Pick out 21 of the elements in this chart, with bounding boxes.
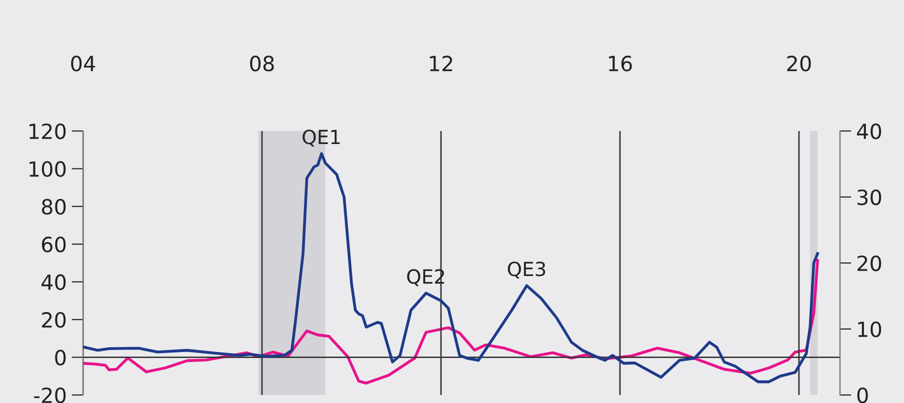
y-tick-label: 60 <box>42 236 66 252</box>
y-tick-label: 100 <box>30 161 66 177</box>
y2-tick-label: 40 <box>856 123 882 140</box>
x-tick-label: 20 <box>787 56 811 72</box>
annotation: QE1 <box>302 130 340 147</box>
y-tick-label: 80 <box>42 198 66 215</box>
y2-tick-label: 10 <box>858 321 882 338</box>
y2-tick-label: 0 <box>857 387 868 403</box>
x-tick-label: 12 <box>430 56 452 72</box>
x-tick-label: 04 <box>71 56 96 72</box>
y-tick-label: 40 <box>42 274 66 290</box>
y2-tick-label: 20 <box>858 255 882 272</box>
y-tick-label: 120 <box>30 123 66 140</box>
annotation: QE3 <box>508 262 546 279</box>
y-tick-label: 20 <box>42 312 66 328</box>
x-tick-label: 16 <box>609 56 632 72</box>
y-tick-label: 0 <box>55 350 66 366</box>
x-tick-label: 08 <box>250 56 274 72</box>
y-tick-label: -20 <box>34 387 66 403</box>
line-series <box>83 152 819 384</box>
y2-tick-label: 30 <box>858 189 882 206</box>
